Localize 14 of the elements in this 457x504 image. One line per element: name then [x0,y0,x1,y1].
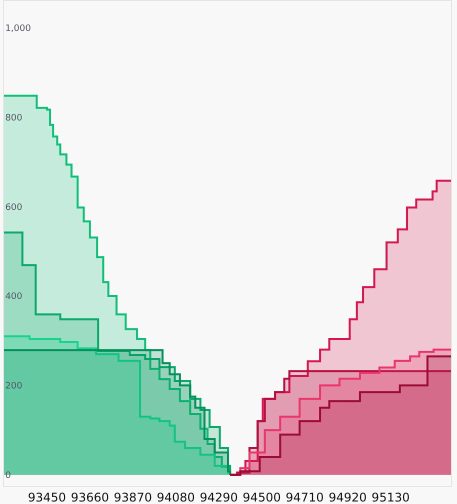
x-tick-label: 95130 [372,490,410,504]
x-tick-label: 93660 [70,490,110,504]
x-tick-label: 93870 [114,490,152,504]
x-tick-label: 94290 [200,490,238,504]
x-tick-label: 93450 [28,490,66,504]
x-tick-label: 94710 [286,490,324,504]
y-tick-label: 400 [5,292,23,302]
x-tick-label: 94500 [242,490,281,504]
y-tick-label: 800 [5,113,23,124]
x-tick-label: 94920 [328,490,367,504]
y-tick-label: 200 [5,382,23,392]
x-tick-label: 94080 [156,490,195,504]
y-tick-label: 600 [5,202,23,213]
y-tick-label: 1,000 [5,24,32,34]
